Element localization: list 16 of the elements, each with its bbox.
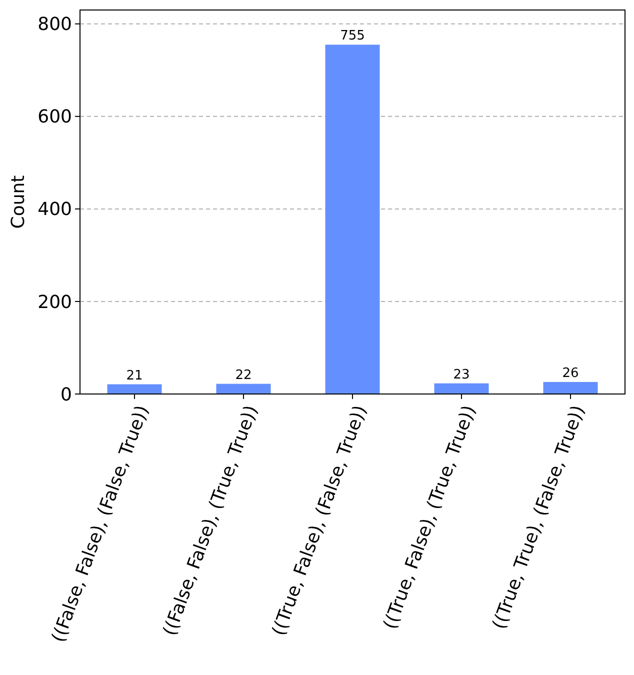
y-tick-label: 0 [60, 384, 72, 406]
data-label: 21 [126, 368, 143, 384]
y-axis-title: Count [8, 175, 29, 229]
bar [543, 382, 598, 394]
y-tick-label: 200 [38, 292, 72, 313]
y-tick-label: 800 [38, 14, 72, 36]
bar [216, 384, 271, 394]
y-tick-label: 400 [38, 199, 72, 220]
bar [107, 384, 162, 394]
data-label: 26 [562, 366, 579, 381]
bar [325, 44, 380, 394]
data-label: 22 [235, 368, 252, 383]
y-tick-label: 600 [38, 106, 72, 128]
bar [434, 383, 489, 394]
data-label: 23 [453, 367, 470, 382]
data-label: 755 [340, 28, 365, 44]
